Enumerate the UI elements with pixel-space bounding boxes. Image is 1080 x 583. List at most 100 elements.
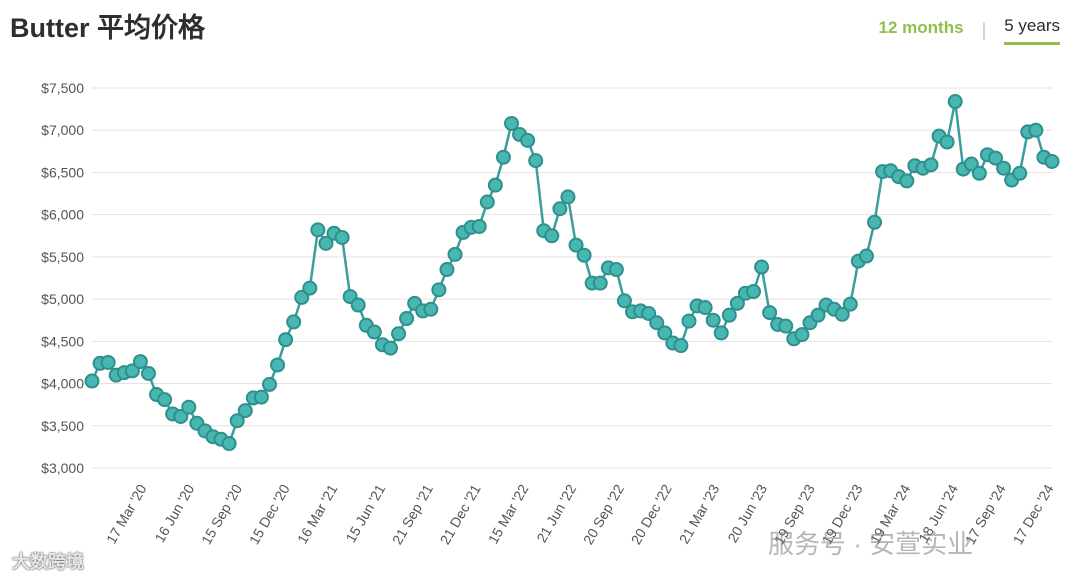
- data-point[interactable]: [447, 246, 463, 262]
- data-point[interactable]: [495, 149, 511, 165]
- x-tick-label: 21 Jun '22: [533, 481, 579, 545]
- y-tick-label: $4,500: [41, 333, 84, 349]
- data-point[interactable]: [754, 259, 770, 275]
- data-point[interactable]: [294, 289, 310, 305]
- data-point[interactable]: [778, 318, 794, 334]
- x-tick-label: 21 Sep '21: [389, 481, 436, 547]
- data-point[interactable]: [84, 373, 100, 389]
- data-point[interactable]: [310, 222, 326, 238]
- x-tick-label: 15 Jun '21: [342, 481, 388, 545]
- data-point[interactable]: [673, 338, 689, 354]
- data-point[interactable]: [746, 284, 762, 300]
- data-point[interactable]: [971, 165, 987, 181]
- data-point[interactable]: [988, 150, 1004, 166]
- x-tick-label: 20 Sep '22: [580, 481, 627, 547]
- data-point[interactable]: [270, 357, 286, 373]
- x-tick-label: 17 Mar '20: [103, 481, 150, 546]
- data-point[interactable]: [318, 235, 334, 251]
- y-axis-labels: $3,000 $3,500 $4,000 $4,500 $5,000 $5,500 $6,0…: [41, 80, 84, 476]
- data-point[interactable]: [124, 363, 140, 379]
- data-point[interactable]: [867, 214, 883, 230]
- data-point[interactable]: [173, 408, 189, 424]
- data-point[interactable]: [423, 301, 439, 317]
- page-title: Butter 平均价格: [10, 13, 205, 43]
- tab-12-months[interactable]: 12 months: [878, 17, 964, 37]
- data-point[interactable]: [963, 156, 979, 172]
- data-point[interactable]: [923, 157, 939, 173]
- data-point[interactable]: [487, 177, 503, 193]
- data-point[interactable]: [996, 160, 1012, 176]
- data-point[interactable]: [560, 189, 576, 205]
- data-point[interactable]: [391, 326, 407, 342]
- watermark-right: 服务号 · 安萱实业: [768, 529, 974, 559]
- data-point[interactable]: [1044, 153, 1060, 169]
- data-point[interactable]: [366, 324, 382, 340]
- data-point[interactable]: [810, 307, 826, 323]
- watermark-left: 大数跨境: [12, 552, 84, 572]
- data-point[interactable]: [350, 297, 366, 313]
- data-point[interactable]: [552, 201, 568, 217]
- data-point[interactable]: [544, 228, 560, 244]
- data-point[interactable]: [834, 306, 850, 322]
- data-point[interactable]: [681, 313, 697, 329]
- data-point[interactable]: [503, 115, 519, 131]
- data-point[interactable]: [592, 275, 608, 291]
- data-point[interactable]: [608, 262, 624, 278]
- tab-5-years[interactable]: 5 years: [1004, 16, 1060, 45]
- data-point[interactable]: [229, 413, 245, 429]
- data-point[interactable]: [762, 305, 778, 321]
- data-point[interactable]: [649, 315, 665, 331]
- y-tick-label: $6,000: [41, 207, 84, 223]
- x-tick-label: 16 Mar '21: [294, 481, 341, 546]
- tab-divider: |: [981, 20, 987, 40]
- data-point[interactable]: [794, 327, 810, 343]
- data-point[interactable]: [520, 132, 536, 148]
- data-point[interactable]: [721, 307, 737, 323]
- data-point[interactable]: [641, 305, 657, 321]
- data-point[interactable]: [382, 340, 398, 356]
- data-point[interactable]: [399, 311, 415, 327]
- data-point[interactable]: [713, 325, 729, 341]
- x-tick-label: 17 Dec '24: [1009, 481, 1056, 547]
- data-point[interactable]: [132, 354, 148, 370]
- data-point[interactable]: [947, 94, 963, 110]
- data-point[interactable]: [439, 262, 455, 278]
- data-point[interactable]: [261, 376, 277, 392]
- x-tick-label: 16 Jun '20: [151, 481, 197, 545]
- data-point[interactable]: [237, 403, 253, 419]
- x-tick-label: 15 Mar '22: [485, 481, 532, 546]
- series-line: [90, 100, 1053, 445]
- data-points: [84, 94, 1060, 452]
- data-point[interactable]: [253, 389, 269, 405]
- data-point[interactable]: [576, 247, 592, 263]
- data-point[interactable]: [528, 153, 544, 169]
- data-point[interactable]: [221, 436, 237, 452]
- data-point[interactable]: [302, 280, 318, 296]
- data-point[interactable]: [697, 300, 713, 316]
- data-point[interactable]: [939, 134, 955, 150]
- data-point[interactable]: [1028, 122, 1044, 138]
- data-point[interactable]: [157, 392, 173, 408]
- data-point[interactable]: [705, 312, 721, 328]
- data-point[interactable]: [479, 194, 495, 210]
- data-point[interactable]: [181, 399, 197, 415]
- data-point[interactable]: [286, 314, 302, 330]
- data-point[interactable]: [334, 229, 350, 245]
- data-point[interactable]: [431, 282, 447, 298]
- data-point[interactable]: [100, 354, 116, 370]
- data-point[interactable]: [858, 248, 874, 264]
- data-point[interactable]: [842, 296, 858, 312]
- y-tick-label: $5,500: [41, 249, 84, 265]
- data-point[interactable]: [899, 173, 915, 189]
- data-point[interactable]: [657, 325, 673, 341]
- data-point[interactable]: [1012, 165, 1028, 181]
- data-point[interactable]: [568, 237, 584, 253]
- data-point[interactable]: [278, 332, 294, 348]
- data-point[interactable]: [140, 365, 156, 381]
- data-point[interactable]: [729, 295, 745, 311]
- y-tick-label: $5,000: [41, 291, 84, 307]
- y-tick-label: $3,000: [41, 460, 84, 476]
- y-tick-label: $7,500: [41, 80, 84, 96]
- data-point[interactable]: [471, 218, 487, 234]
- data-point[interactable]: [616, 293, 632, 309]
